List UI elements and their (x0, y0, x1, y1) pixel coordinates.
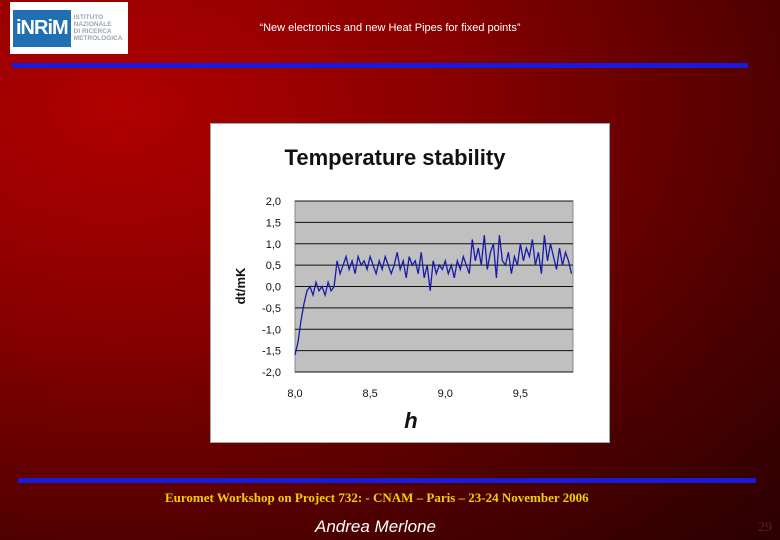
logo-line: ISTITUTO (73, 14, 104, 21)
series-line (294, 235, 573, 356)
y-tick-label: -1,0 (262, 324, 281, 336)
y-axis-label: dt/mK (233, 267, 248, 304)
y-tick-label: -2,0 (262, 367, 281, 379)
x-tick-label: 8,5 (362, 388, 377, 400)
y-tick-label: 2,0 (266, 196, 281, 208)
x-axis-label: h (404, 408, 417, 433)
chart-title: Temperature stability (285, 145, 507, 170)
top-divider (12, 63, 748, 68)
y-tick-labels: 2,0 1,5 1,0 0,5 0,0 -0,5 -1,0 -1,5 -2,0 (262, 196, 281, 379)
footer-event-text: Euromet Workshop on Project 732: - CNAM … (165, 490, 589, 505)
x-tick-label: 9,5 (513, 388, 528, 400)
x-tick-label: 8,0 (287, 388, 302, 400)
y-tick-label: -0,5 (262, 303, 281, 315)
logo-line: METROLOGICA (73, 35, 123, 42)
y-tick-label: 0,5 (266, 260, 281, 272)
chart-frame: Temperature stability 2,0 1,5 1,0 0,5 0,0 -0,… (210, 123, 610, 443)
y-tick-label: 1,0 (266, 239, 281, 251)
bottom-divider (18, 478, 756, 483)
logo-line: DI RICERCA (73, 28, 112, 35)
author-name: Andrea Merlone (315, 517, 436, 536)
temperature-stability-chart: Temperature stability 2,0 1,5 1,0 0,5 0,0 -0,… (233, 145, 574, 433)
inrim-logo: iNRiM ISTITUTO NAZIONALE DI RICERCA METR… (10, 2, 128, 54)
y-tick-label: -1,5 (262, 346, 281, 358)
logo-text: ISTITUTO NAZIONALE DI RICERCA METROLOGIC… (74, 14, 123, 42)
y-gridlines (295, 200, 573, 373)
slide-header-title: “New electronics and new Heat Pipes for … (259, 22, 521, 34)
x-tick-label: 9,0 (438, 388, 453, 400)
page-number: 29 (758, 520, 772, 535)
y-tick-label: 1,5 (266, 217, 281, 229)
x-tick-labels: 8,0 8,5 9,0 9,5 (287, 388, 528, 400)
y-tick-label: 0,0 (266, 282, 281, 294)
logo-mark: iNRiM (13, 9, 71, 47)
logo-line: NAZIONALE (73, 21, 112, 28)
